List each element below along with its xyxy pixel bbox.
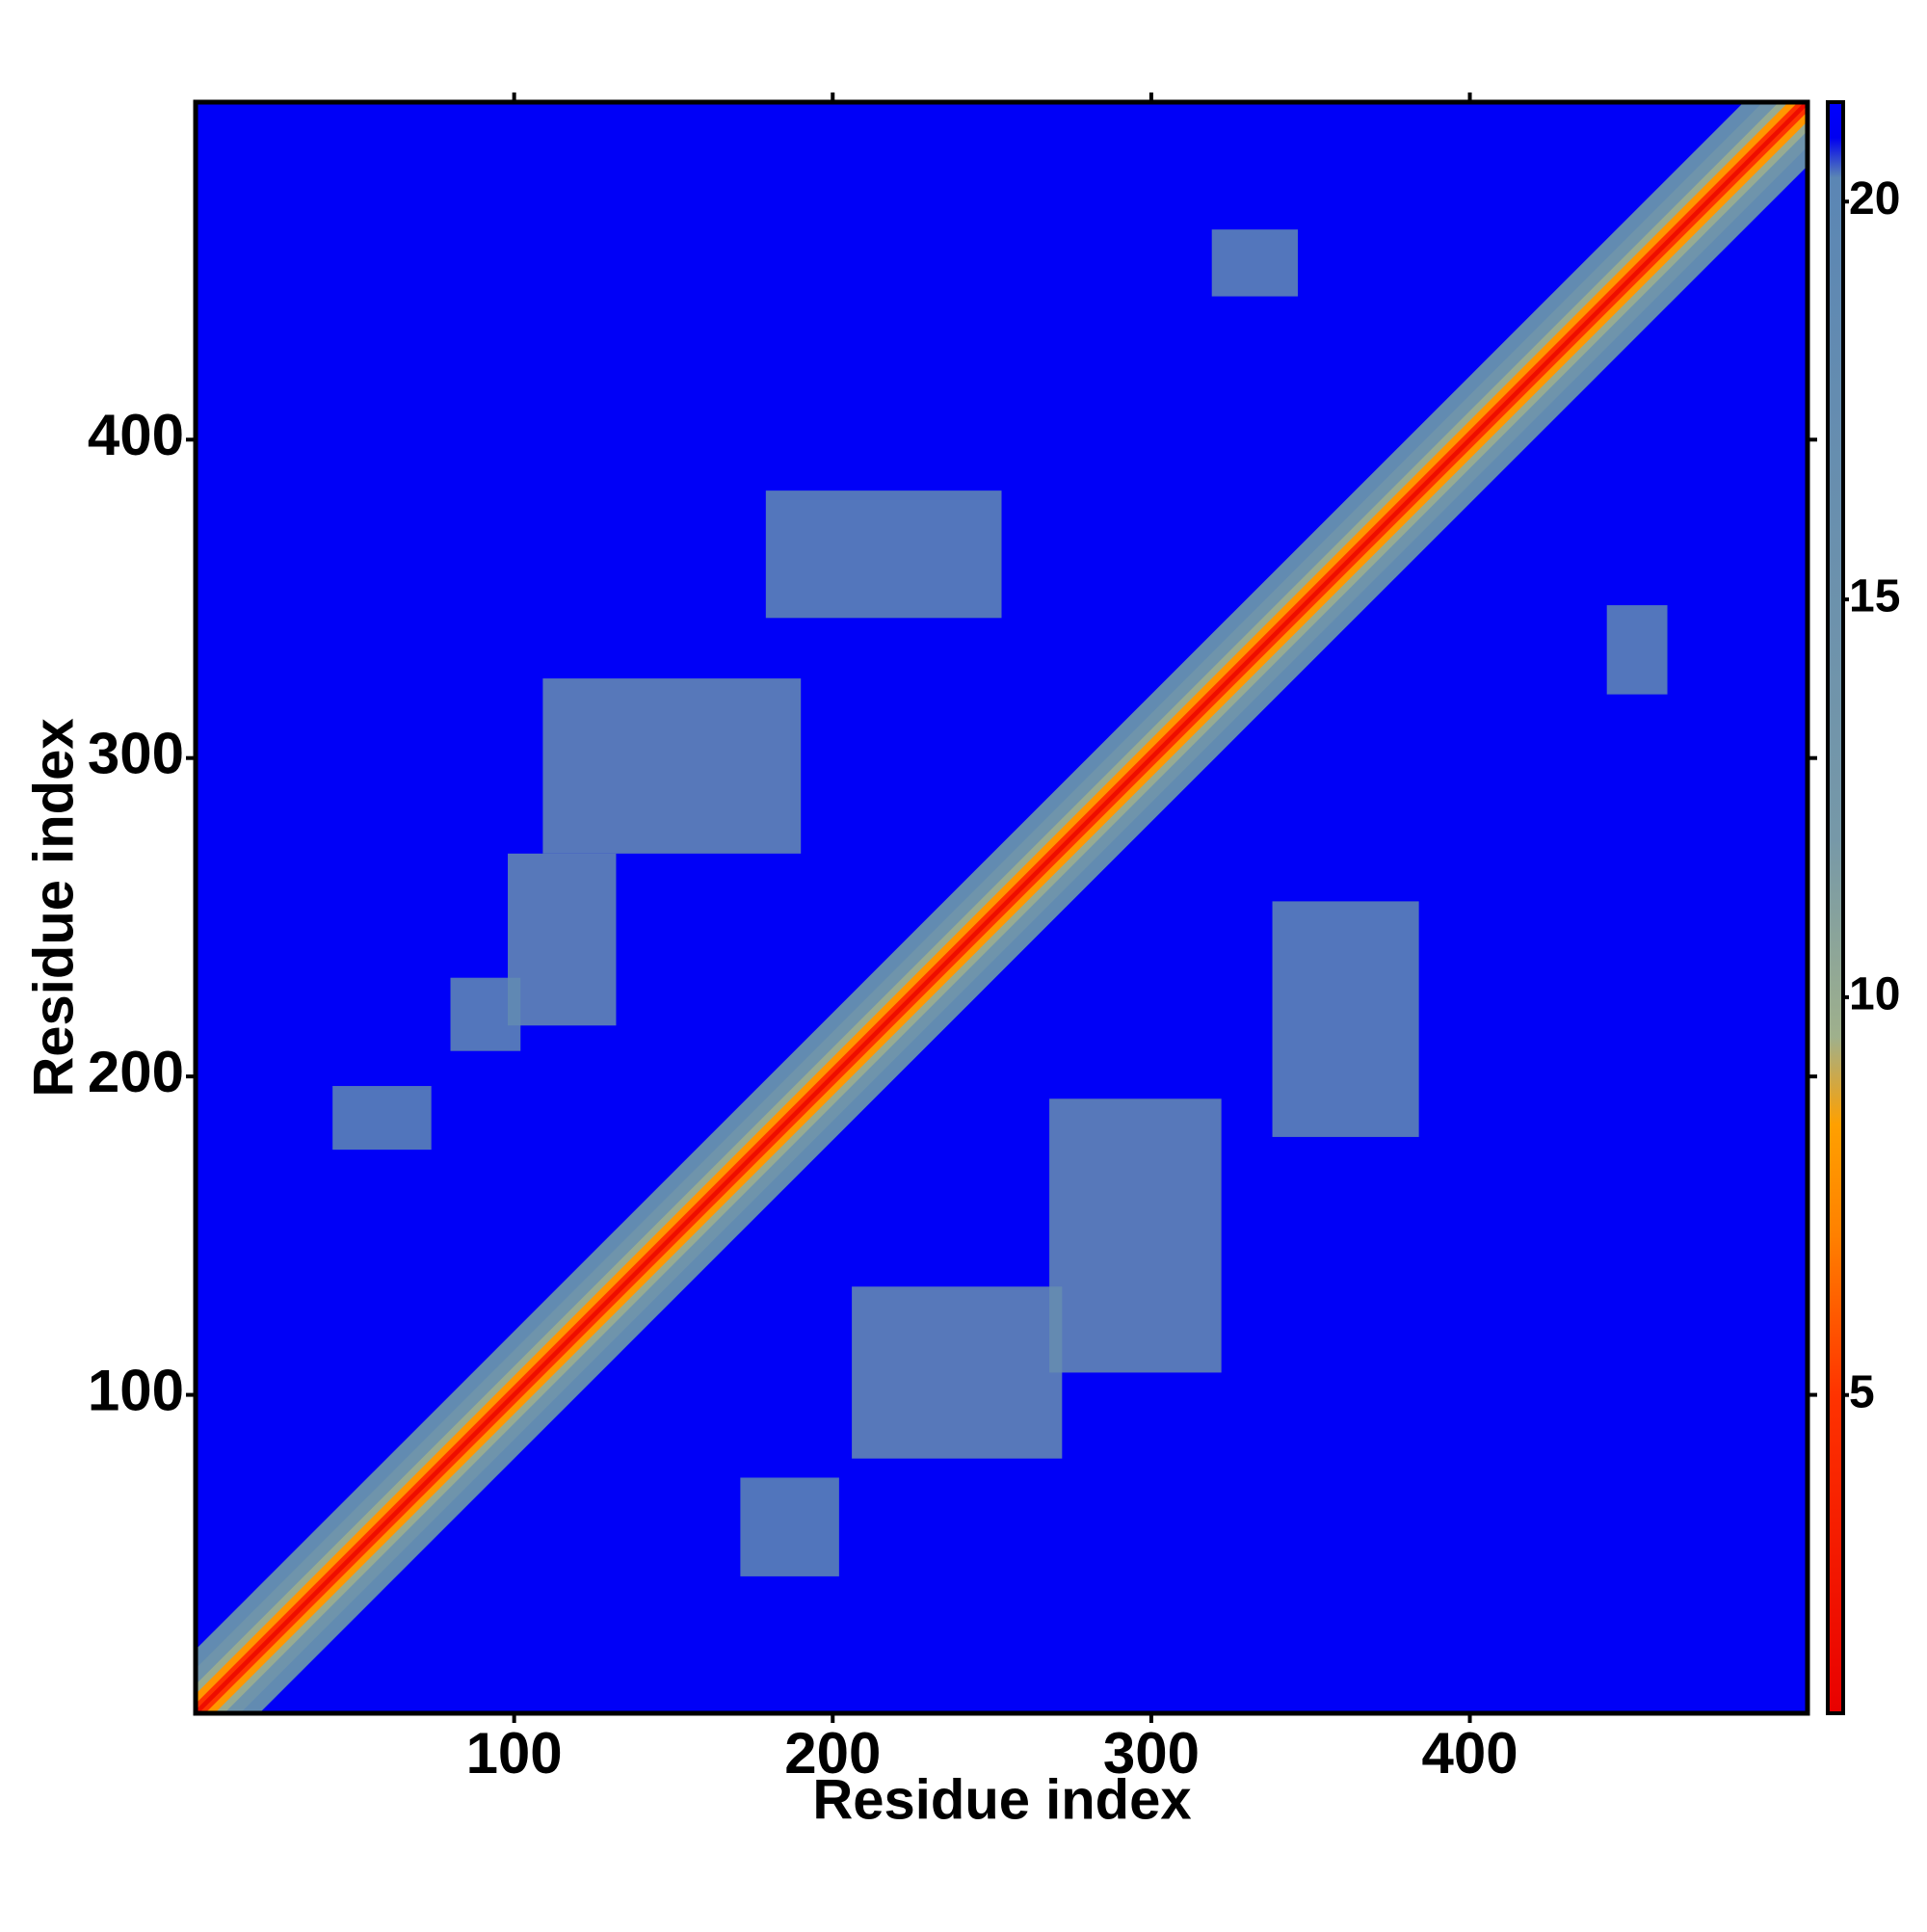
contact-patch <box>1211 229 1298 297</box>
contact-patch <box>450 977 521 1051</box>
x-tick-label: 400 <box>1421 1721 1518 1786</box>
contact-patch <box>852 1286 1063 1459</box>
x-tick-label: 100 <box>466 1721 563 1786</box>
x-tick-label: 300 <box>1103 1721 1200 1786</box>
colorbar-tick-label: 5 <box>1849 1366 1875 1417</box>
contact-patch <box>765 490 1002 619</box>
y-axis-title: Residue index <box>22 718 85 1097</box>
contact-patch <box>740 1477 839 1576</box>
contact-patch <box>508 853 617 1026</box>
contact-patch <box>1606 605 1668 695</box>
colorbar-tick-label: 20 <box>1849 173 1900 225</box>
colorbar-tick-label: 15 <box>1849 571 1900 622</box>
y-tick-label: 200 <box>88 1040 184 1104</box>
y-tick-label: 300 <box>88 722 184 786</box>
contact-patch <box>332 1086 432 1151</box>
contact-patch <box>1272 901 1419 1137</box>
contact-patch <box>1049 1098 1222 1373</box>
x-tick-label: 200 <box>784 1721 881 1786</box>
y-tick-label: 100 <box>88 1358 184 1422</box>
colorbar <box>1826 100 1845 1715</box>
contact-patch <box>542 678 802 854</box>
y-tick-label: 400 <box>88 403 184 467</box>
plot-area <box>196 102 1808 1713</box>
x-axis-title: Residue index <box>812 1768 1191 1831</box>
colorbar-tick-label: 10 <box>1849 969 1900 1020</box>
plot-frame <box>193 99 1810 1716</box>
diagonal-band <box>196 102 1808 1713</box>
